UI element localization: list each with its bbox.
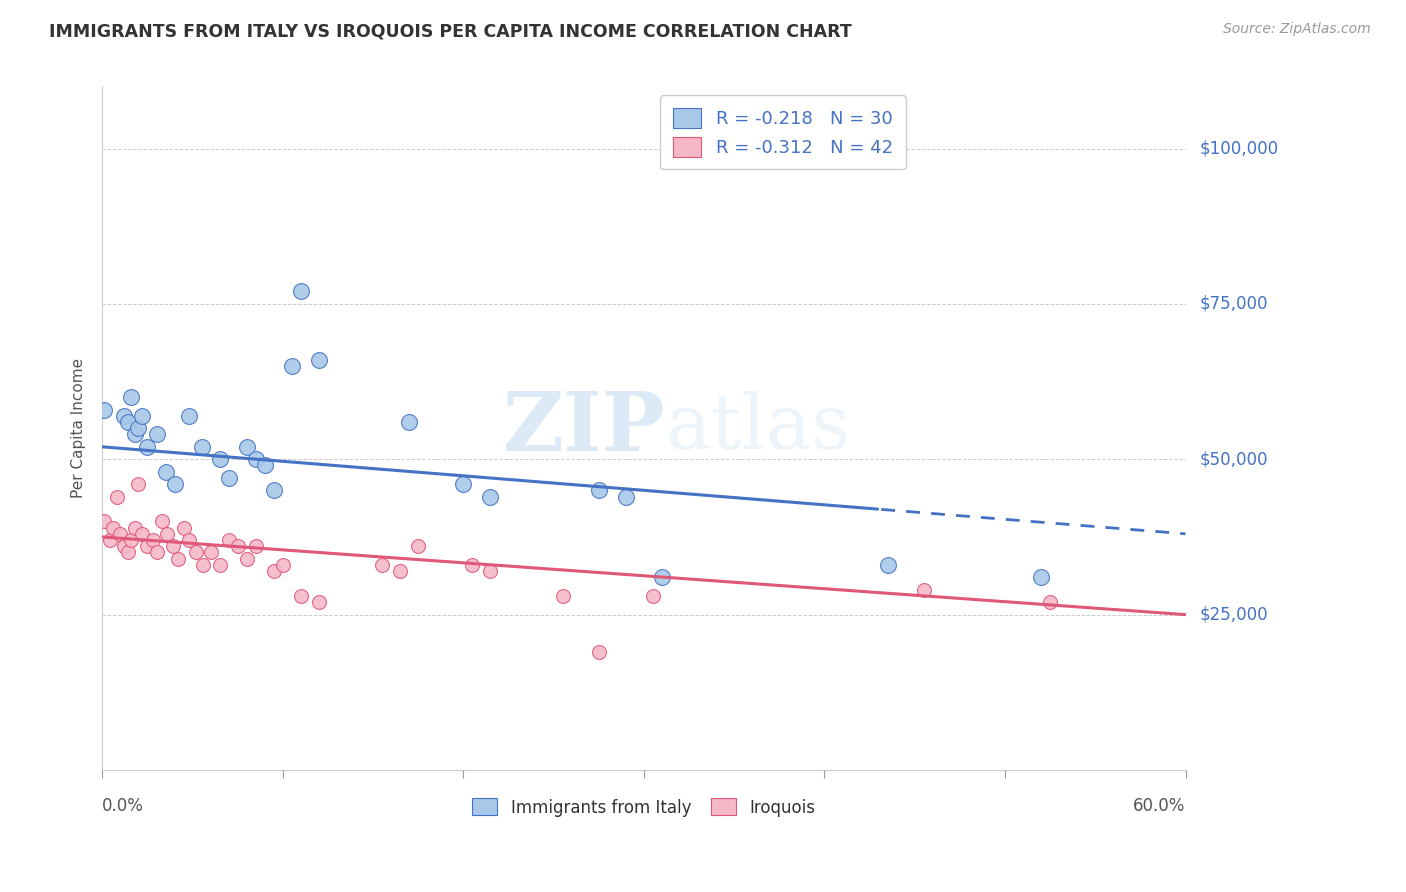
Point bbox=[876, 558, 898, 572]
Point bbox=[93, 402, 115, 417]
Point bbox=[112, 409, 135, 423]
Point bbox=[551, 589, 574, 603]
Point bbox=[281, 359, 304, 373]
Point bbox=[1029, 570, 1052, 584]
Point bbox=[200, 545, 222, 559]
Point bbox=[588, 483, 610, 498]
Point bbox=[479, 490, 502, 504]
Point bbox=[131, 526, 153, 541]
Point bbox=[193, 558, 215, 572]
Point bbox=[120, 390, 142, 404]
Point bbox=[236, 440, 259, 454]
Point bbox=[142, 533, 165, 547]
Point bbox=[93, 515, 115, 529]
Point bbox=[588, 645, 610, 659]
Point bbox=[651, 570, 673, 584]
Point bbox=[145, 427, 167, 442]
Point bbox=[263, 483, 285, 498]
Point bbox=[117, 415, 139, 429]
Point bbox=[110, 526, 132, 541]
Y-axis label: Per Capita Income: Per Capita Income bbox=[72, 358, 86, 499]
Point bbox=[218, 533, 240, 547]
Text: 60.0%: 60.0% bbox=[1133, 797, 1185, 815]
Point bbox=[389, 564, 412, 578]
Point bbox=[156, 526, 179, 541]
Point bbox=[271, 558, 294, 572]
Text: atlas: atlas bbox=[665, 392, 851, 466]
Point bbox=[245, 452, 267, 467]
Point bbox=[226, 539, 249, 553]
Point bbox=[208, 558, 231, 572]
Point bbox=[308, 595, 330, 609]
Legend: Immigrants from Italy, Iroquois: Immigrants from Italy, Iroquois bbox=[465, 792, 823, 823]
Text: IMMIGRANTS FROM ITALY VS IROQUOIS PER CAPITA INCOME CORRELATION CHART: IMMIGRANTS FROM ITALY VS IROQUOIS PER CA… bbox=[49, 22, 852, 40]
Point bbox=[398, 415, 420, 429]
Point bbox=[308, 352, 330, 367]
Point bbox=[177, 409, 200, 423]
Point bbox=[263, 564, 285, 578]
Point bbox=[127, 421, 149, 435]
Point bbox=[190, 440, 212, 454]
Text: $75,000: $75,000 bbox=[1199, 295, 1268, 313]
Point bbox=[406, 539, 429, 553]
Point bbox=[186, 545, 208, 559]
Point bbox=[479, 564, 502, 578]
Point bbox=[124, 427, 146, 442]
Point bbox=[124, 520, 146, 534]
Point bbox=[150, 515, 173, 529]
Point bbox=[101, 520, 124, 534]
Point bbox=[290, 285, 312, 299]
Point bbox=[253, 458, 276, 473]
Text: $25,000: $25,000 bbox=[1199, 606, 1268, 624]
Text: $50,000: $50,000 bbox=[1199, 450, 1268, 468]
Text: Source: ZipAtlas.com: Source: ZipAtlas.com bbox=[1223, 22, 1371, 37]
Point bbox=[136, 440, 159, 454]
Point bbox=[167, 551, 190, 566]
Point bbox=[105, 490, 128, 504]
Point bbox=[290, 589, 312, 603]
Point bbox=[614, 490, 637, 504]
Point bbox=[136, 539, 159, 553]
Point bbox=[371, 558, 394, 572]
Point bbox=[112, 539, 135, 553]
Point bbox=[245, 539, 267, 553]
Point bbox=[461, 558, 484, 572]
Point bbox=[641, 589, 664, 603]
Point bbox=[131, 409, 153, 423]
Point bbox=[912, 582, 935, 597]
Point bbox=[218, 471, 240, 485]
Point bbox=[162, 539, 184, 553]
Point bbox=[155, 465, 177, 479]
Point bbox=[236, 551, 259, 566]
Point bbox=[120, 533, 142, 547]
Point bbox=[127, 477, 149, 491]
Point bbox=[163, 477, 186, 491]
Point bbox=[117, 545, 139, 559]
Point bbox=[1039, 595, 1062, 609]
Point bbox=[453, 477, 475, 491]
Point bbox=[177, 533, 200, 547]
Text: 0.0%: 0.0% bbox=[103, 797, 145, 815]
Text: $100,000: $100,000 bbox=[1199, 139, 1278, 158]
Text: ZIP: ZIP bbox=[503, 388, 665, 468]
Point bbox=[98, 533, 121, 547]
Point bbox=[208, 452, 231, 467]
Point bbox=[173, 520, 195, 534]
Point bbox=[145, 545, 167, 559]
